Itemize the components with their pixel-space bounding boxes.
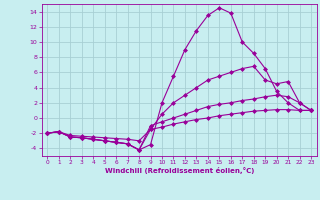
X-axis label: Windchill (Refroidissement éolien,°C): Windchill (Refroidissement éolien,°C)	[105, 167, 254, 174]
